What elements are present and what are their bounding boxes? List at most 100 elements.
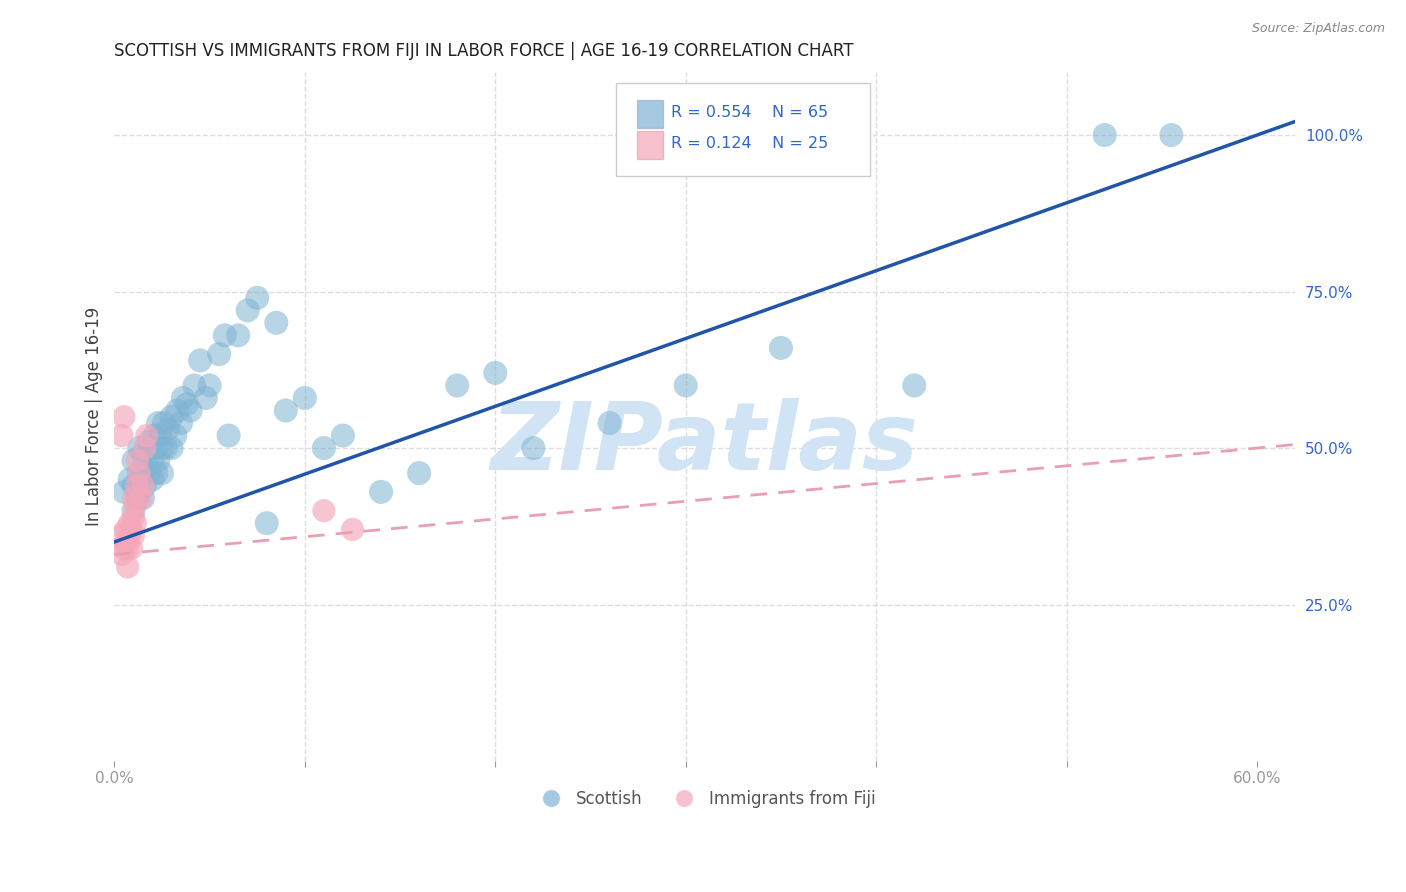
Point (135, 459, 157, 474)
Point (122, 478, 145, 492)
Point (121, 523, 143, 537)
Point (115, 535, 138, 549)
FancyBboxPatch shape (616, 83, 870, 176)
Point (370, 484, 392, 499)
Point (342, 523, 364, 537)
Point (1160, 128, 1182, 142)
Point (599, 416, 621, 430)
Point (903, 378, 925, 392)
Point (769, 341, 792, 355)
Point (112, 409, 135, 424)
Point (156, 422, 179, 436)
Legend: Scottish, Immigrants from Fiji: Scottish, Immigrants from Fiji (527, 783, 882, 814)
Point (246, 291, 269, 305)
Point (446, 378, 468, 392)
Point (149, 428, 172, 442)
Point (194, 391, 217, 405)
FancyBboxPatch shape (637, 100, 664, 128)
Point (145, 441, 167, 455)
Y-axis label: In Labor Force | Age 16-19: In Labor Force | Age 16-19 (86, 307, 103, 526)
Point (134, 441, 156, 455)
Point (122, 453, 145, 467)
Point (675, 378, 697, 392)
Point (170, 416, 193, 430)
Point (150, 466, 173, 480)
Point (132, 447, 155, 461)
Point (176, 397, 198, 411)
Point (160, 409, 183, 424)
Point (145, 466, 167, 480)
Point (132, 466, 155, 480)
Point (134, 478, 156, 492)
Point (108, 529, 131, 543)
Point (172, 391, 194, 405)
Point (188, 353, 211, 368)
Point (180, 403, 202, 417)
Point (129, 491, 152, 505)
Point (127, 478, 149, 492)
Text: SCOTTISH VS IMMIGRANTS FROM FIJI IN LABOR FORCE | AGE 16-19 CORRELATION CHART: SCOTTISH VS IMMIGRANTS FROM FIJI IN LABO… (114, 42, 853, 60)
Point (117, 560, 139, 574)
Point (138, 466, 160, 480)
Point (129, 472, 152, 486)
Point (141, 453, 163, 467)
Point (122, 503, 145, 517)
Point (111, 548, 134, 562)
Point (148, 453, 170, 467)
Point (218, 428, 240, 442)
Point (118, 529, 141, 543)
Point (128, 466, 150, 480)
Point (148, 416, 170, 430)
Point (122, 529, 145, 543)
Point (124, 497, 146, 511)
Text: ZIPatlas: ZIPatlas (491, 399, 920, 491)
Point (111, 428, 134, 442)
Point (183, 378, 205, 392)
Point (112, 541, 135, 556)
Point (160, 441, 183, 455)
Point (312, 503, 335, 517)
Point (274, 403, 297, 417)
Point (153, 416, 176, 430)
Point (198, 378, 221, 392)
Text: R = 0.124    N = 25: R = 0.124 N = 25 (671, 136, 828, 151)
Point (332, 428, 354, 442)
Point (166, 403, 188, 417)
Point (256, 516, 278, 531)
Text: Source: ZipAtlas.com: Source: ZipAtlas.com (1251, 22, 1385, 36)
Point (132, 478, 155, 492)
Point (236, 303, 259, 318)
Point (135, 428, 157, 442)
Point (112, 484, 135, 499)
Point (115, 523, 138, 537)
Point (139, 441, 162, 455)
Point (127, 491, 149, 505)
Point (121, 541, 143, 556)
Point (143, 428, 166, 442)
Point (118, 472, 141, 486)
Point (128, 441, 150, 455)
Text: R = 0.554    N = 65: R = 0.554 N = 65 (671, 105, 828, 120)
Point (294, 391, 316, 405)
Point (118, 516, 141, 531)
Point (312, 441, 335, 455)
Point (1094, 128, 1116, 142)
Point (127, 453, 149, 467)
Point (124, 516, 146, 531)
Point (226, 328, 249, 343)
FancyBboxPatch shape (637, 131, 664, 159)
Point (150, 441, 173, 455)
Point (128, 466, 150, 480)
Point (141, 472, 163, 486)
Point (155, 441, 177, 455)
Point (165, 428, 187, 442)
Point (132, 491, 155, 505)
Point (122, 510, 145, 524)
Point (522, 441, 544, 455)
Point (122, 491, 145, 505)
Point (117, 541, 139, 556)
Point (138, 434, 160, 449)
Point (408, 466, 430, 480)
Point (208, 347, 231, 361)
Point (266, 316, 288, 330)
